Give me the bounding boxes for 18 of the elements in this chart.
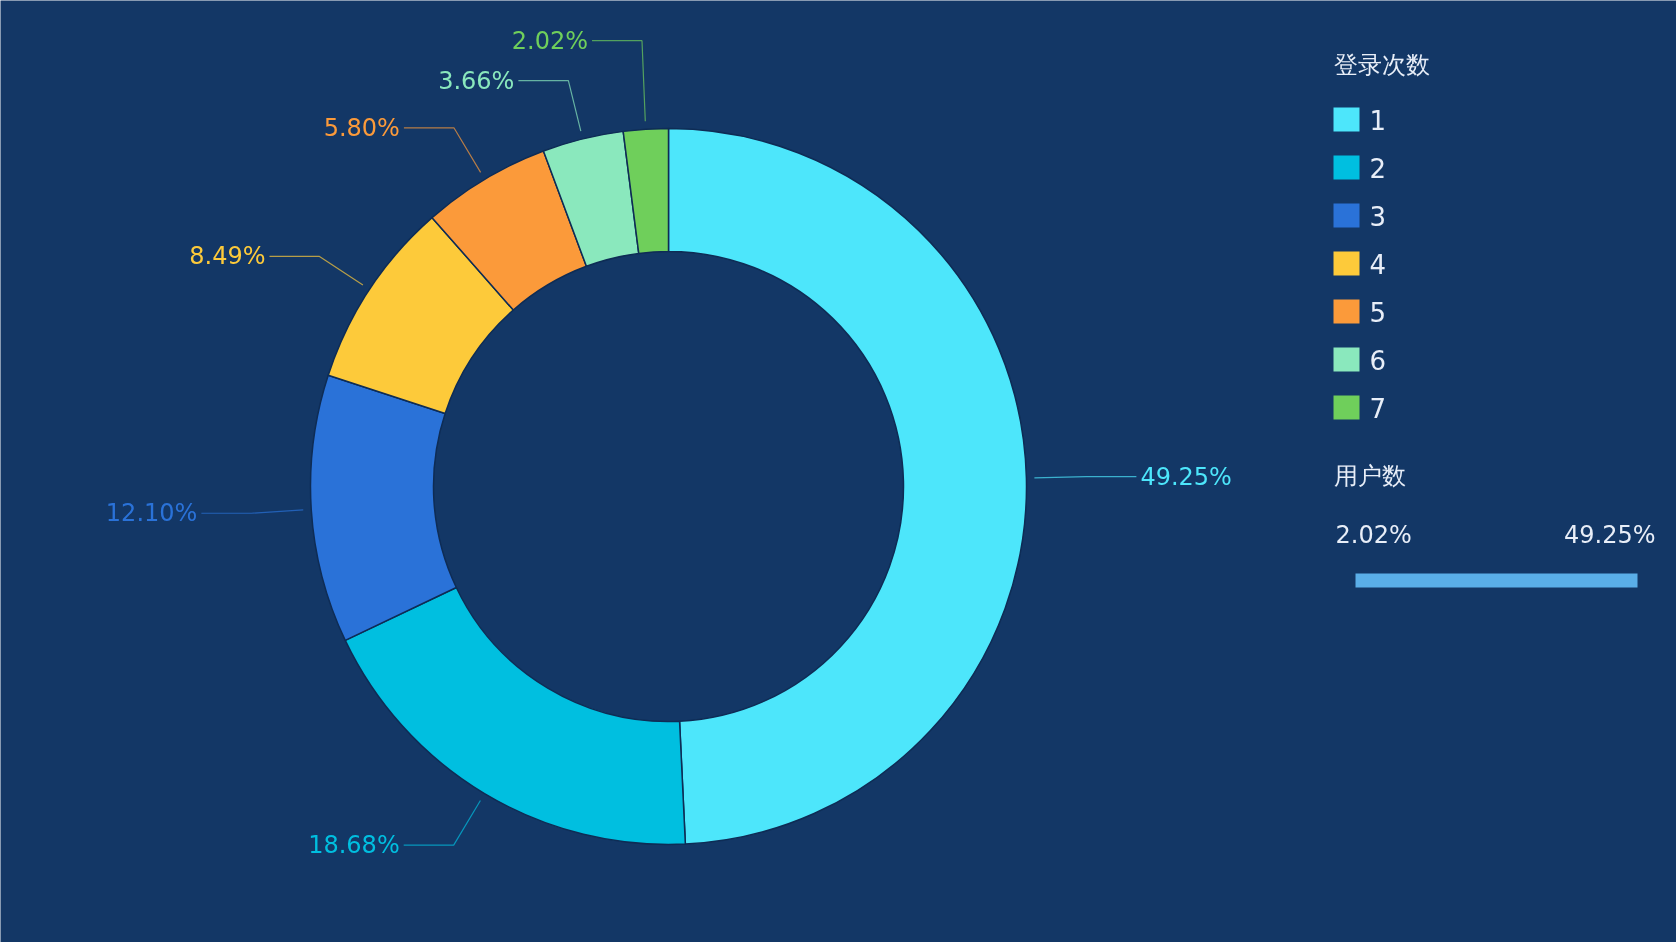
- data-label: 12.10%: [105, 499, 198, 528]
- legend-label: 1: [1369, 105, 1387, 136]
- data-label: 3.66%: [438, 66, 515, 95]
- legend-label: 4: [1369, 249, 1387, 280]
- text: 49.25%: [1563, 520, 1656, 549]
- legend-label: 3: [1369, 201, 1387, 232]
- data-label: 8.49%: [189, 242, 266, 271]
- text: 2.02%: [1335, 520, 1412, 549]
- legend-label: 2: [1369, 153, 1387, 184]
- legend-label: 5: [1369, 297, 1387, 328]
- data-label: 2.02%: [511, 26, 588, 55]
- legend-label: 6: [1369, 345, 1387, 376]
- data-label: 18.68%: [308, 831, 400, 860]
- legend-title: 登录次数: [1333, 50, 1430, 79]
- data-label: 5.80%: [323, 113, 400, 142]
- legend-label: 7: [1369, 393, 1387, 424]
- color-bar-title: 用户数: [1333, 461, 1406, 490]
- data-label: 49.25%: [1140, 462, 1232, 491]
